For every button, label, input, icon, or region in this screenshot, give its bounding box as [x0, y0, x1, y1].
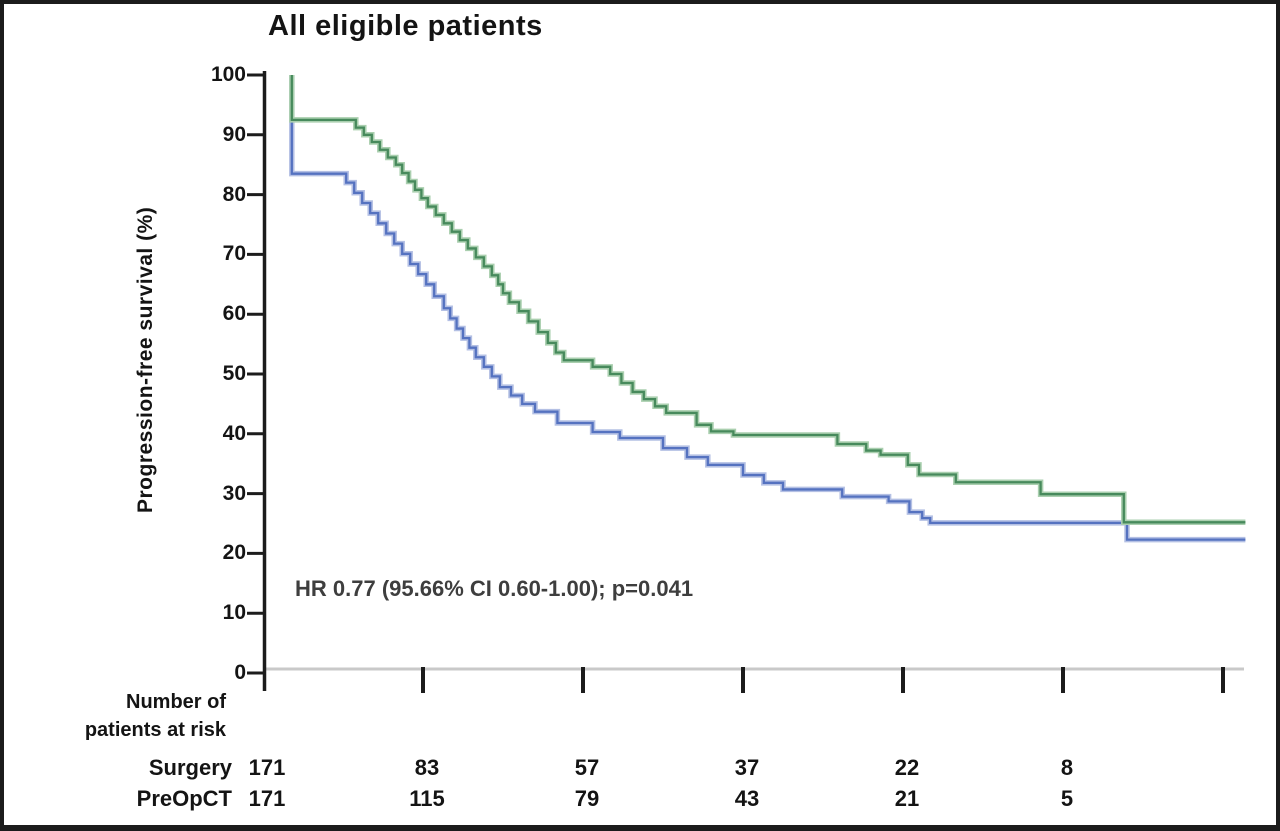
- at-risk-value-surgery-4: 22: [894, 755, 920, 780]
- at-risk-value-preopct-2: 79: [574, 786, 600, 811]
- y-tick-label: 50: [222, 362, 246, 385]
- at-risk-header: Number of patients at risk: [26, 688, 226, 744]
- at-risk-label-preopct: PreOpCT: [136, 786, 232, 811]
- y-tick-label: 60: [222, 302, 246, 326]
- y-tick-label: 10: [222, 601, 246, 625]
- at-risk-value-surgery-5: 8: [1060, 755, 1074, 780]
- y-tick-label: 70: [222, 242, 246, 266]
- at-risk-label-surgery: Surgery: [148, 755, 232, 780]
- preopct-curve: [290, 75, 1246, 524]
- at-risk-value-preopct-0: 171: [248, 786, 286, 811]
- hazard-ratio-annotation: HR 0.77 (95.66% CI 0.60-1.00); p=0.041: [295, 576, 694, 601]
- y-tick-label: 80: [222, 182, 246, 206]
- surgery-curve-halo: [289, 75, 1246, 543]
- surgery-curve: [290, 75, 1246, 541]
- y-tick-label: 40: [222, 421, 246, 445]
- at-risk-value-surgery-0: 171: [248, 755, 286, 780]
- y-tick-label: 100: [210, 63, 246, 86]
- at-risk-value-preopct-1: 115: [409, 786, 445, 811]
- at-risk-value-surgery-1: 83: [414, 755, 440, 780]
- at-risk-value-surgery-2: 57: [574, 755, 600, 780]
- at-risk-value-preopct-3: 43: [734, 786, 760, 811]
- y-tick-label: 30: [222, 481, 246, 505]
- chart-title: All eligible patients: [268, 10, 543, 42]
- at-risk-value-preopct-5: 5: [1060, 786, 1074, 811]
- y-tick-label: 90: [222, 122, 246, 146]
- at-risk-header-line2: patients at risk: [84, 719, 226, 741]
- at-risk-value-preopct-4: 21: [894, 786, 920, 811]
- km-plot: [247, 71, 1246, 693]
- y-tick-labels: 0 10 20 30 40 50 60 70 80 90 100: [190, 4, 246, 704]
- at-risk-value-surgery-3: 37: [734, 755, 760, 780]
- y-tick-label: 20: [222, 541, 246, 565]
- at-risk-header-line1: Number of: [126, 691, 226, 713]
- y-tick-label: 0: [234, 661, 246, 684]
